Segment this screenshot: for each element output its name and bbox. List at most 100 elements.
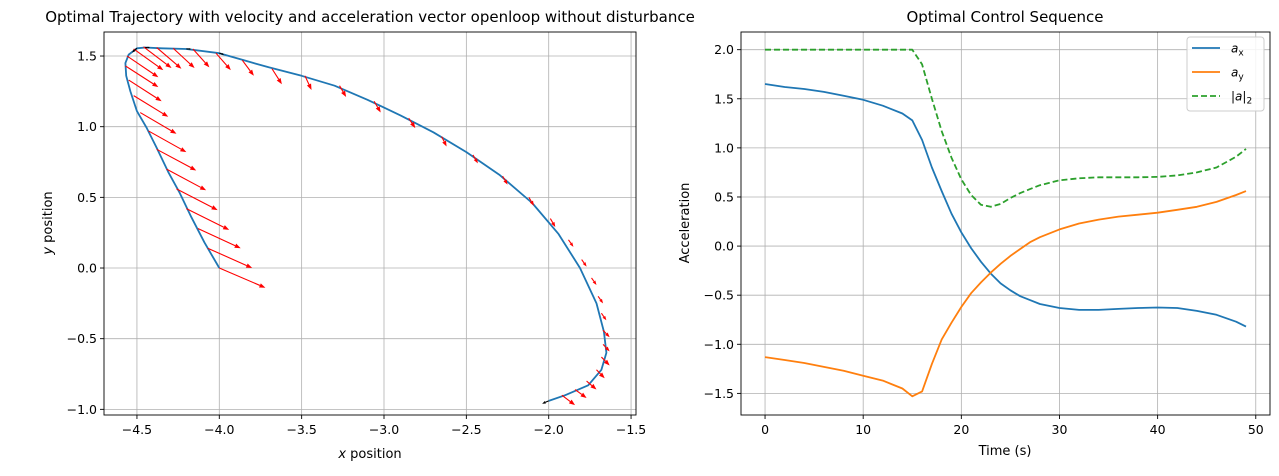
legend-box	[1186, 36, 1265, 112]
acceleration-arrow	[156, 148, 197, 171]
acceleration-arrow	[176, 188, 218, 211]
velocity-arrow	[186, 48, 192, 50]
control-plot-area	[764, 48, 1247, 398]
acceleration-arrow	[128, 79, 162, 102]
acceleration-arrow	[139, 112, 177, 134]
acceleration-arrow	[528, 197, 534, 206]
acceleration-arrow	[192, 48, 210, 68]
acceleration-arrow	[600, 312, 607, 321]
trajectory-x-tick-label: −2.0	[534, 422, 564, 437]
control-grid	[741, 32, 1270, 415]
acceleration-arrow	[143, 46, 172, 69]
velocity-arrow	[542, 400, 549, 404]
acceleration-arrow	[219, 267, 266, 288]
legend-label-0: ax	[1231, 42, 1244, 59]
acceleration-arrow	[133, 48, 164, 71]
control-y-ticks: −1.5 −1.0 −0.5 0.0 0.5 1.0 1.5 2.0	[704, 42, 741, 401]
acceleration-arrow	[271, 68, 282, 85]
series-line-2	[765, 48, 1247, 208]
legend-label-1: ay	[1231, 66, 1244, 83]
trajectory-y-tick-label: 1.5	[77, 49, 97, 64]
acceleration-arrow	[126, 55, 159, 78]
series-line-1	[764, 190, 1247, 398]
trajectory-y-ticks: −1.0 −0.5 0.0 0.5 1.0 1.5	[67, 49, 104, 417]
trajectory-y-axis-label: y position	[41, 191, 56, 255]
velocity-arrow	[132, 47, 138, 53]
trajectory-x-ticks: −4.5 −4.0 −3.5 −3.0 −2.5 −2.0 −1.5	[122, 415, 646, 437]
velocity-arrow	[219, 52, 225, 55]
trajectory-x-tick-label: −2.5	[451, 422, 481, 437]
acceleration-arrow	[568, 239, 574, 247]
acceleration-arrow	[602, 343, 610, 352]
legend-items: ax ay |a|2	[1192, 42, 1252, 107]
control-chart-title: Optimal Control Sequence	[906, 8, 1103, 26]
trajectory-x-axis-label: x position	[337, 447, 401, 462]
acceleration-arrow	[596, 369, 605, 379]
velocity-arrow	[145, 46, 151, 49]
control-axes-frame	[740, 31, 1271, 416]
acceleration-arrow	[166, 168, 207, 191]
control-y-tick-label: 1.0	[714, 140, 734, 155]
acceleration-arrow	[172, 47, 195, 69]
velocity-arrows	[132, 46, 549, 404]
control-y-tick-label: 2.0	[714, 42, 734, 57]
acceleration-arrow	[601, 356, 610, 366]
trajectory-x-tick-label: −3.5	[286, 422, 316, 437]
trajectory-x-tick-label: −4.5	[122, 422, 152, 437]
acceleration-arrow	[549, 218, 556, 228]
trajectory-y-tick-label: 1.0	[77, 119, 97, 134]
acceleration-arrow	[581, 259, 587, 267]
trajectory-grid	[104, 32, 636, 415]
trajectory-chart-title: Optimal Trajectory with velocity and acc…	[45, 8, 695, 26]
control-x-tick-label: 30	[1052, 422, 1068, 437]
acceleration-arrow	[561, 394, 576, 406]
acceleration-arrow	[133, 95, 169, 117]
acceleration-arrows	[125, 46, 610, 406]
trajectory-y-tick-label: −1.0	[67, 402, 97, 417]
control-y-tick-label: 1.5	[714, 91, 734, 106]
acceleration-arrow	[148, 130, 187, 153]
control-x-tick-label: 10	[855, 422, 871, 437]
acceleration-arrow	[373, 100, 381, 113]
acceleration-arrow	[215, 52, 231, 71]
acceleration-arrow	[207, 247, 253, 269]
control-y-axis-label: Acceleration	[678, 183, 693, 264]
acceleration-arrow	[602, 329, 610, 338]
control-legend: ax ay |a|2	[1186, 36, 1265, 112]
acceleration-arrow	[156, 47, 182, 69]
trajectory-x-tick-label: −1.5	[616, 422, 646, 437]
control-y-tick-label: −0.5	[704, 288, 734, 303]
trajectory-line-group	[124, 46, 608, 402]
acceleration-arrow	[502, 175, 508, 185]
acceleration-arrow	[339, 85, 347, 98]
acceleration-arrow	[304, 75, 312, 90]
acceleration-arrow	[408, 117, 416, 129]
acceleration-arrow	[472, 154, 478, 164]
control-x-tick-label: 0	[761, 422, 769, 437]
control-x-tick-label: 40	[1150, 422, 1166, 437]
acceleration-arrow	[574, 389, 587, 399]
trajectory-y-tick-label: 0.5	[77, 190, 97, 205]
trajectory-y-tick-label: −0.5	[67, 331, 97, 346]
control-x-axis-label: Time (s)	[978, 444, 1032, 459]
trajectory-plot-area	[124, 46, 610, 406]
acceleration-arrow	[197, 227, 241, 249]
acceleration-arrow	[125, 65, 159, 88]
acceleration-arrow	[441, 136, 447, 147]
acceleration-arrow	[597, 295, 604, 304]
series-line-0	[764, 83, 1247, 328]
trajectory-line	[124, 46, 608, 402]
legend-label-2: |a|2	[1231, 90, 1252, 107]
control-x-ticks: 0 10 20 30 40 50	[761, 415, 1264, 437]
control-y-tick-label: −1.0	[704, 337, 734, 352]
acceleration-arrow	[241, 59, 254, 76]
control-x-tick-label: 50	[1248, 422, 1264, 437]
trajectory-y-tick-label: 0.0	[77, 261, 97, 276]
acceleration-arrow	[591, 277, 597, 285]
control-chart: 0 10 20 30 40 50 −1.5−1.0−0.50.00.51.01.52.0 …	[678, 8, 1271, 459]
trajectory-x-tick-label: −3.0	[369, 422, 399, 437]
control-y-tick-label: 0.5	[714, 189, 734, 204]
acceleration-arrow	[586, 380, 597, 390]
trajectory-chart: −4.5 −4.0 −3.5 −3.0 −2.5 −2.0 −1.5 −1.0 −0.5 0.0…	[41, 8, 695, 462]
